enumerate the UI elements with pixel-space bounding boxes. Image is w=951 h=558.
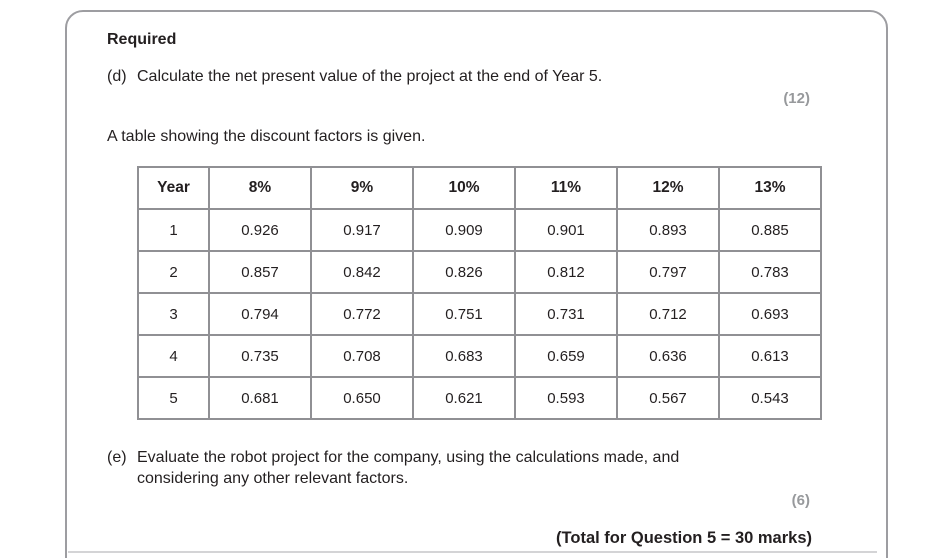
question-e-marks: (6) <box>791 492 810 509</box>
discount-factor-table: Year 8% 9% 10% 11% 12% 13% 1 0.926 0.917… <box>137 166 822 420</box>
footer-divider <box>68 551 877 553</box>
table-cell: 0.712 <box>616 292 720 336</box>
table-cell: 0.812 <box>514 250 618 294</box>
table-cell: 0.826 <box>412 250 516 294</box>
table-cell: 0.567 <box>616 376 720 420</box>
table-cell: 0.681 <box>208 376 312 420</box>
question-d-number: (d) <box>107 68 127 85</box>
table-header-8pct: 8% <box>208 166 312 210</box>
question-e-text: Evaluate the robot project for the compa… <box>137 447 679 489</box>
table-cell-year: 4 <box>137 334 210 378</box>
table-row: 1 0.926 0.917 0.909 0.901 0.893 0.885 <box>137 208 822 252</box>
table-cell: 0.794 <box>208 292 312 336</box>
table-cell: 0.857 <box>208 250 312 294</box>
table-cell: 0.909 <box>412 208 516 252</box>
table-header-10pct: 10% <box>412 166 516 210</box>
question-e-line2: considering any other relevant factors. <box>137 470 409 487</box>
table-cell-year: 1 <box>137 208 210 252</box>
table-cell: 0.636 <box>616 334 720 378</box>
table-header-9pct: 9% <box>310 166 414 210</box>
table-cell: 0.621 <box>412 376 516 420</box>
table-cell: 0.683 <box>412 334 516 378</box>
question-d: (d) Calculate the net present value of t… <box>107 66 807 87</box>
table-header-year: Year <box>137 166 210 210</box>
table-cell: 0.926 <box>208 208 312 252</box>
table-cell: 0.593 <box>514 376 618 420</box>
table-cell: 0.613 <box>718 334 822 378</box>
table-row: 4 0.735 0.708 0.683 0.659 0.636 0.613 <box>137 334 822 378</box>
table-cell: 0.893 <box>616 208 720 252</box>
table-cell: 0.783 <box>718 250 822 294</box>
table-cell: 0.885 <box>718 208 822 252</box>
question-e-line1: Evaluate the robot project for the compa… <box>137 449 680 466</box>
table-cell: 0.901 <box>514 208 618 252</box>
total-marks: (Total for Question 5 = 30 marks) <box>556 529 812 547</box>
table-cell: 0.735 <box>208 334 312 378</box>
table-cell: 0.693 <box>718 292 822 336</box>
table-row: 5 0.681 0.650 0.621 0.593 0.567 0.543 <box>137 376 822 420</box>
table-cell: 0.543 <box>718 376 822 420</box>
table-cell-year: 2 <box>137 250 210 294</box>
table-header-13pct: 13% <box>718 166 822 210</box>
table-intro-text: A table showing the discount factors is … <box>107 128 426 145</box>
table-cell-year: 5 <box>137 376 210 420</box>
question-d-marks: (12) <box>783 90 810 107</box>
table-row: 2 0.857 0.842 0.826 0.812 0.797 0.783 <box>137 250 822 294</box>
table-cell: 0.772 <box>310 292 414 336</box>
question-e-number: (e) <box>107 449 127 466</box>
question-d-text: Calculate the net present value of the p… <box>137 68 603 85</box>
required-heading: Required <box>107 31 177 48</box>
table-cell: 0.842 <box>310 250 414 294</box>
table-cell: 0.917 <box>310 208 414 252</box>
table-cell: 0.751 <box>412 292 516 336</box>
table-header-11pct: 11% <box>514 166 618 210</box>
question-e: (e) Evaluate the robot project for the c… <box>107 447 827 489</box>
table-row: 3 0.794 0.772 0.751 0.731 0.712 0.693 <box>137 292 822 336</box>
table-header-row: Year 8% 9% 10% 11% 12% 13% <box>137 166 822 210</box>
table-cell: 0.731 <box>514 292 618 336</box>
table-cell: 0.797 <box>616 250 720 294</box>
table-cell-year: 3 <box>137 292 210 336</box>
table-cell: 0.650 <box>310 376 414 420</box>
table-cell: 0.708 <box>310 334 414 378</box>
table-cell: 0.659 <box>514 334 618 378</box>
table-header-12pct: 12% <box>616 166 720 210</box>
